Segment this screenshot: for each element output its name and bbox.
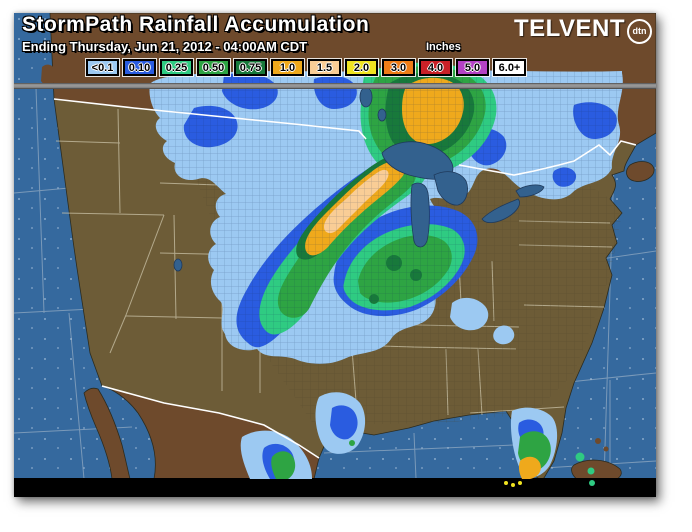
legend-item-0-25: 0.25 [160, 59, 193, 76]
header-divider [14, 83, 656, 89]
international-borders [53, 98, 637, 459]
legend-item-4-0: 4.0 [419, 59, 452, 76]
legend-item-1-5: 1.5 [308, 59, 341, 76]
telvent-logo: TELVENT dtn [513, 15, 652, 44]
legend-item-1-0: 1.0 [271, 59, 304, 76]
weather-map-card: StormPath Rainfall Accumulation Ending T… [14, 13, 656, 497]
rainfall-legend: <0.1 0.10 0.25 0.50 0.75 1.0 1.5 2.0 3.0… [86, 59, 526, 76]
legend-item-6-0plus: 6.0+ [493, 59, 526, 76]
bottom-strip [14, 478, 656, 497]
map-title: StormPath Rainfall Accumulation [22, 13, 370, 36]
rain-layer-2-0 [504, 481, 522, 487]
legend-item-5-0: 5.0 [456, 59, 489, 76]
legend-item-0-50: 0.50 [197, 59, 230, 76]
telvent-logo-text: TELVENT [513, 15, 625, 42]
legend-item-2-0: 2.0 [345, 59, 378, 76]
legend-item-lt-0-1: <0.1 [86, 59, 119, 76]
rainfall-map [14, 13, 656, 497]
legend-item-3-0: 3.0 [382, 59, 415, 76]
map-subtitle: Ending Thursday, Jun 21, 2012 - 04:00AM … [22, 39, 308, 54]
legend-item-0-75: 0.75 [234, 59, 267, 76]
dtn-badge-icon: dtn [627, 18, 652, 44]
legend-item-0-10: 0.10 [123, 59, 156, 76]
great-lakes [173, 86, 545, 272]
units-label: Inches [426, 41, 461, 53]
